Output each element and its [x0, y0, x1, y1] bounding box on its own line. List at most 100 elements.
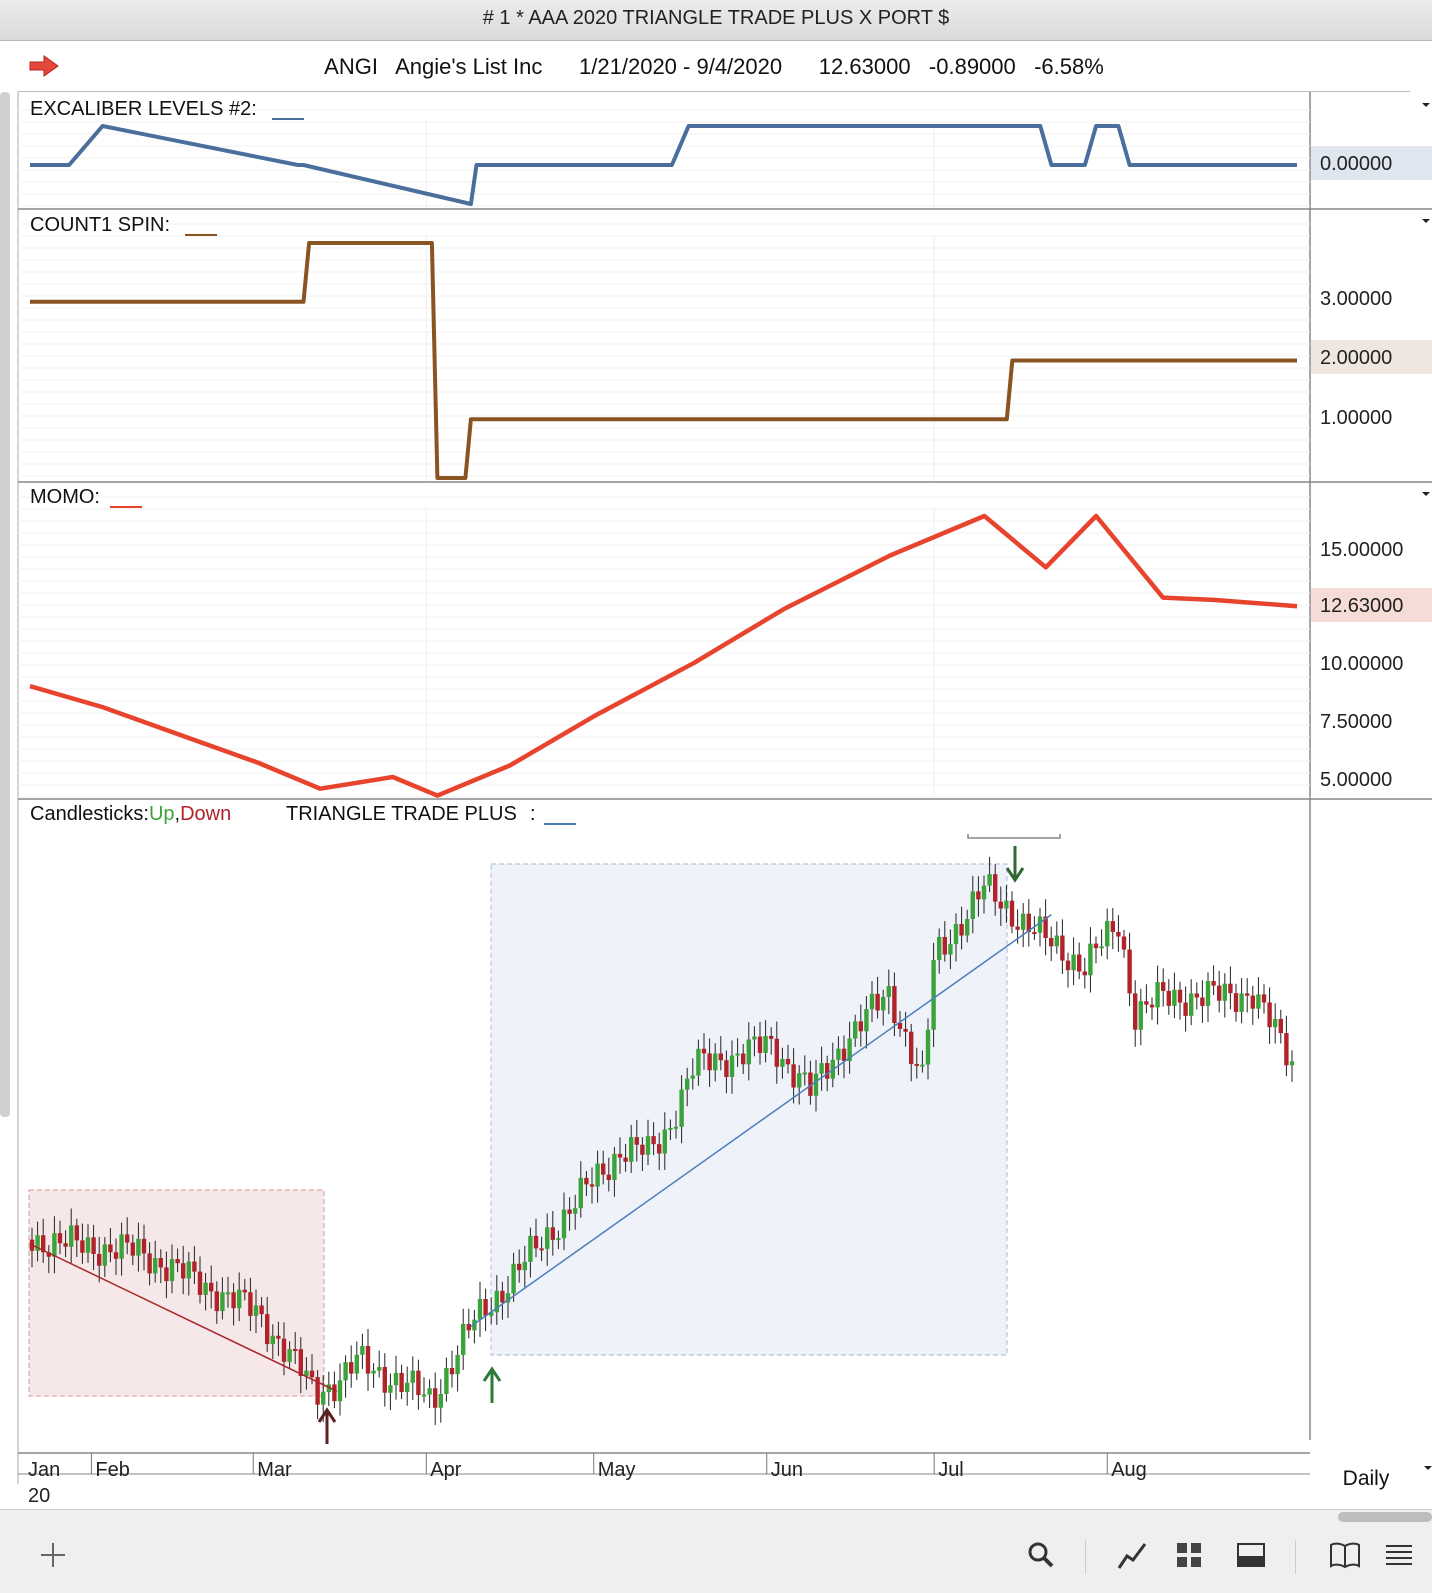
- momo-current-value: 12.63000: [1320, 595, 1403, 617]
- excaliber-panel: EXCALIBER LEVELS #2: 0.00000: [30, 98, 1432, 206]
- candle-up: [1189, 993, 1194, 1016]
- candle-down: [214, 1291, 219, 1312]
- candle-up: [987, 874, 992, 886]
- candle-down: [998, 901, 1003, 909]
- candle-down: [164, 1267, 169, 1282]
- candle-down: [651, 1136, 656, 1145]
- candle-up: [780, 1058, 785, 1067]
- momo-tick-15: 15.00000: [1320, 539, 1403, 561]
- candle-down: [808, 1072, 813, 1096]
- candle-down: [1065, 960, 1071, 971]
- candle-down: [657, 1144, 662, 1154]
- panel-icon[interactable]: [1234, 1538, 1268, 1572]
- last-price: 12.63000: [818, 54, 911, 79]
- candle-down: [741, 1053, 746, 1065]
- candle-down: [125, 1234, 130, 1243]
- momo-tick-7-5: 7.50000: [1320, 711, 1392, 733]
- candle-down: [1015, 926, 1020, 930]
- candle-down: [192, 1261, 197, 1272]
- timeframe-label: Daily: [1342, 1467, 1390, 1490]
- chart-canvas[interactable]: EXCALIBER LEVELS #2: 0.00000 COUNT1 SPIN…: [0, 0, 1432, 1509]
- momo-caret-icon[interactable]: [1422, 492, 1430, 496]
- candle-up: [461, 1324, 466, 1355]
- excaliber-caret-icon[interactable]: [1422, 103, 1430, 107]
- candle-up: [797, 1073, 802, 1088]
- search-icon[interactable]: [1024, 1538, 1058, 1572]
- candle-down: [774, 1038, 779, 1067]
- entry-arrow-icon: [482, 1366, 502, 1403]
- candle-up: [573, 1208, 578, 1214]
- candle-up: [981, 885, 987, 900]
- svg-text:MOMO:: MOMO:: [30, 486, 100, 508]
- candle-down: [1278, 1018, 1283, 1034]
- candle-down: [315, 1377, 320, 1405]
- count1-panel: COUNT1 SPIN: 3.00000 2.00000 1.00000: [30, 214, 1432, 480]
- candle-up: [931, 960, 936, 1030]
- candle-up: [321, 1392, 326, 1405]
- candle-up: [444, 1367, 449, 1394]
- red-arrow-icon[interactable]: [28, 54, 60, 78]
- month-label-aug: Aug: [1111, 1459, 1147, 1481]
- candle-up: [388, 1385, 393, 1393]
- candle-down: [517, 1263, 522, 1271]
- plus-icon[interactable]: [36, 1538, 70, 1572]
- menu-icon[interactable]: [1382, 1538, 1416, 1572]
- svg-text::: :: [530, 803, 536, 825]
- momo-tick-10: 10.00000: [1320, 653, 1403, 675]
- candle-up: [360, 1345, 365, 1355]
- candle-down: [640, 1144, 645, 1155]
- candle-up: [337, 1380, 343, 1402]
- candle-down: [584, 1177, 589, 1185]
- candle-up: [287, 1348, 292, 1362]
- candle-up: [645, 1136, 651, 1155]
- candle-up: [186, 1261, 191, 1279]
- candle-down: [259, 1305, 264, 1315]
- candle-up: [1205, 981, 1211, 1006]
- candle-down: [825, 1063, 830, 1079]
- line-chart-icon[interactable]: [1115, 1538, 1149, 1572]
- symbol: ANGI: [324, 54, 378, 79]
- candle-up: [203, 1282, 208, 1295]
- candle-up: [85, 1237, 91, 1253]
- candle-up: [237, 1289, 242, 1309]
- x-axis-year: 20: [28, 1485, 50, 1507]
- candle-up: [802, 1072, 807, 1075]
- svg-text:EXCALIBER LEVELS #2:: EXCALIBER LEVELS #2:: [30, 98, 257, 120]
- candle-down: [1261, 994, 1267, 1003]
- excaliber-line: [30, 124, 1297, 206]
- candle-up: [1289, 1061, 1295, 1066]
- trendlines: [29, 914, 1052, 1393]
- candle-up: [864, 1009, 869, 1032]
- candle-up: [410, 1370, 415, 1383]
- candle-down: [1116, 931, 1121, 937]
- candle-down: [1177, 989, 1183, 1003]
- count1-label: COUNT1 SPIN:: [30, 214, 170, 236]
- candle-down: [623, 1157, 628, 1162]
- grid-icon[interactable]: [1172, 1538, 1206, 1572]
- panel-carets[interactable]: [1422, 103, 1432, 1470]
- candle-up: [679, 1089, 684, 1127]
- horizontal-scrollbar[interactable]: [1338, 1512, 1432, 1522]
- book-icon[interactable]: [1328, 1538, 1362, 1572]
- candle-up: [735, 1053, 740, 1056]
- candle-down: [242, 1289, 247, 1293]
- candle-down: [897, 1022, 903, 1029]
- left-scrollbar[interactable]: [0, 92, 10, 1117]
- candle-down: [298, 1349, 303, 1377]
- candle-down: [1077, 954, 1082, 972]
- candle-up: [595, 1163, 600, 1187]
- candle-down: [589, 1184, 595, 1187]
- candle-up: [1088, 943, 1093, 976]
- candles-legend: Candlesticks:Up,Down: [30, 803, 231, 825]
- candle-up: [494, 1290, 499, 1313]
- candle-down: [382, 1367, 387, 1393]
- symbol-info: ANGI Angie's List Inc 1/21/2020 - 9/4/20…: [18, 54, 1410, 80]
- timeframe-caret-icon[interactable]: [1424, 1466, 1432, 1470]
- candle-up: [881, 996, 886, 1011]
- candle-up: [169, 1259, 175, 1282]
- momo-current-bg: [1311, 588, 1432, 622]
- timeframe-selector[interactable]: Daily: [1300, 1463, 1432, 1503]
- candle-up: [561, 1209, 567, 1239]
- count1-caret-icon[interactable]: [1422, 219, 1430, 223]
- candle-up: [35, 1235, 40, 1251]
